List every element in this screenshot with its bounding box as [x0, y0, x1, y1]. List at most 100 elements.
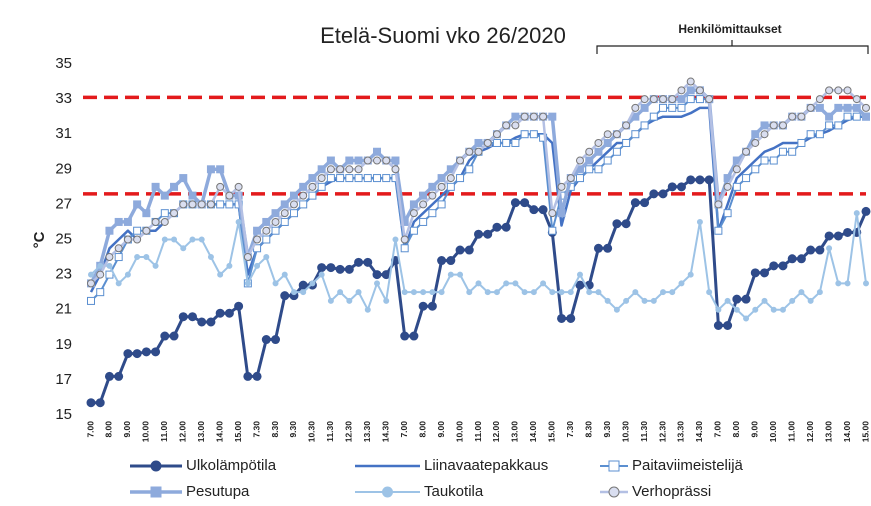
- data-point: [160, 191, 169, 200]
- data-point: [142, 209, 151, 218]
- data-point: [271, 335, 281, 345]
- x-tick-label: 13.00: [510, 421, 520, 443]
- data-point: [446, 256, 456, 266]
- data-point: [853, 210, 860, 217]
- x-tick-label: 12.30: [344, 421, 354, 443]
- data-point: [216, 165, 225, 174]
- data-point: [714, 200, 723, 209]
- data-point: [95, 398, 105, 408]
- x-tick-label: 7.30: [565, 421, 575, 438]
- data-point: [326, 165, 335, 174]
- x-tick-label: 10.00: [454, 421, 464, 443]
- data-point: [612, 147, 621, 156]
- data-point: [114, 253, 123, 262]
- data-point: [133, 226, 142, 235]
- data-point: [272, 280, 279, 287]
- data-point: [280, 291, 290, 301]
- data-point: [631, 103, 640, 112]
- x-tick-label: 12.00: [491, 421, 501, 443]
- data-point: [676, 182, 686, 192]
- data-point: [603, 156, 612, 165]
- data-point: [649, 189, 659, 199]
- data-point: [649, 95, 658, 104]
- data-point: [418, 301, 428, 311]
- data-point: [409, 209, 418, 218]
- data-point: [317, 182, 326, 191]
- data-point: [705, 95, 714, 104]
- data-point: [105, 226, 114, 235]
- data-point: [566, 174, 575, 183]
- data-point: [400, 331, 410, 341]
- data-point: [529, 205, 539, 215]
- data-point: [429, 289, 436, 296]
- y-tick-label: 35: [55, 55, 72, 72]
- data-point: [216, 182, 225, 191]
- data-point: [261, 335, 271, 345]
- data-point: [133, 235, 142, 244]
- x-tick-label: 11.00: [473, 421, 483, 442]
- data-point: [437, 256, 447, 266]
- data-point: [640, 95, 649, 104]
- data-point: [715, 306, 722, 313]
- x-tick-label: 9.00: [122, 421, 132, 438]
- y-tick-label: 15: [55, 406, 72, 423]
- data-point: [88, 271, 94, 278]
- y-tick-label: 31: [55, 125, 72, 142]
- data-point: [336, 165, 345, 174]
- data-point: [586, 289, 593, 296]
- legend-label: Verhoprässi: [632, 483, 711, 500]
- data-point: [298, 280, 308, 290]
- data-point: [815, 130, 824, 139]
- data-point: [623, 297, 630, 304]
- data-point: [206, 165, 215, 174]
- data-point: [141, 347, 151, 357]
- data-point: [668, 103, 677, 112]
- data-point: [732, 165, 741, 174]
- x-tick-label: 10.30: [307, 421, 317, 443]
- data-point: [650, 297, 657, 304]
- x-tick-label: 9.30: [288, 421, 298, 438]
- legend-marker: [382, 486, 393, 498]
- data-point: [852, 95, 861, 104]
- data-point: [824, 231, 834, 241]
- data-point: [668, 95, 677, 104]
- x-tick-label: 12.00: [178, 421, 188, 443]
- series-line: [90, 98, 866, 302]
- data-point: [400, 244, 409, 253]
- data-point: [575, 174, 584, 183]
- x-tick-label: 8.00: [731, 421, 741, 438]
- data-point: [225, 191, 234, 200]
- data-point: [114, 371, 124, 381]
- data-point: [252, 371, 262, 381]
- data-point: [798, 289, 805, 296]
- data-point: [788, 112, 797, 121]
- data-point: [510, 198, 520, 208]
- x-tick-label: 12.30: [657, 421, 667, 443]
- data-point: [862, 103, 870, 112]
- x-tick-label: 14.00: [214, 421, 224, 443]
- data-point: [345, 165, 354, 174]
- annotation: Henkilömittaukset: [678, 22, 781, 36]
- data-point: [594, 138, 603, 147]
- data-point: [160, 209, 169, 218]
- data-point: [843, 112, 852, 121]
- x-tick-label: 8.30: [270, 421, 280, 438]
- data-point: [382, 156, 391, 165]
- data-point: [160, 331, 170, 341]
- data-point: [189, 236, 196, 243]
- data-point: [743, 315, 750, 322]
- data-point: [253, 235, 262, 244]
- data-point: [557, 209, 566, 218]
- data-point: [529, 112, 538, 121]
- data-point: [326, 263, 336, 273]
- data-point: [427, 301, 437, 311]
- data-point: [455, 245, 465, 255]
- data-point: [123, 235, 132, 244]
- data-point: [151, 347, 161, 357]
- data-point: [170, 209, 179, 218]
- data-point: [447, 271, 454, 278]
- data-point: [87, 279, 95, 288]
- data-point: [466, 289, 473, 296]
- data-point: [271, 209, 280, 218]
